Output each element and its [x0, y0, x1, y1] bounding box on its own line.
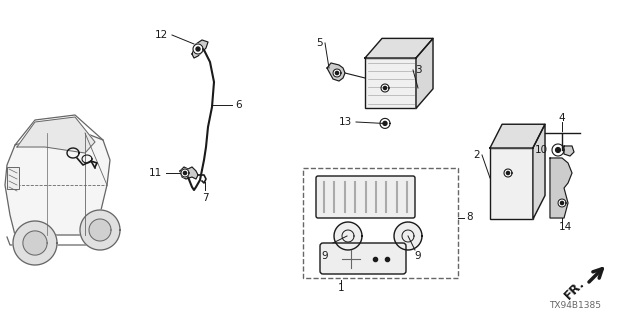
Polygon shape: [490, 124, 545, 148]
Text: FR.: FR.: [562, 276, 588, 302]
FancyBboxPatch shape: [320, 243, 406, 274]
Text: 7: 7: [202, 193, 208, 203]
Polygon shape: [335, 71, 339, 75]
Polygon shape: [192, 40, 208, 58]
Bar: [7, 167, 19, 189]
Polygon shape: [5, 133, 110, 235]
Polygon shape: [89, 219, 111, 241]
Polygon shape: [181, 169, 189, 177]
Polygon shape: [381, 84, 389, 92]
Polygon shape: [193, 44, 203, 54]
Polygon shape: [506, 172, 509, 175]
Polygon shape: [80, 210, 120, 250]
Polygon shape: [383, 121, 387, 125]
Text: 2: 2: [474, 150, 480, 160]
Text: 10: 10: [535, 145, 548, 155]
Bar: [490, 148, 533, 219]
Text: 9: 9: [415, 251, 421, 261]
Polygon shape: [17, 117, 95, 153]
Polygon shape: [23, 231, 47, 255]
Text: TX94B1385: TX94B1385: [549, 300, 601, 309]
Bar: [303, 168, 458, 278]
Polygon shape: [552, 144, 564, 156]
Polygon shape: [327, 63, 345, 81]
Polygon shape: [380, 118, 390, 128]
Polygon shape: [180, 167, 198, 179]
Polygon shape: [561, 201, 564, 204]
Polygon shape: [550, 158, 572, 218]
Text: 8: 8: [466, 212, 472, 222]
Polygon shape: [365, 38, 433, 58]
Text: 13: 13: [339, 117, 352, 127]
Polygon shape: [184, 172, 187, 175]
Polygon shape: [394, 222, 422, 250]
Polygon shape: [558, 199, 566, 207]
Text: 6: 6: [235, 100, 242, 110]
Bar: [365, 58, 416, 108]
Polygon shape: [334, 222, 362, 250]
Text: 3: 3: [415, 65, 422, 75]
Text: 4: 4: [559, 113, 565, 123]
Polygon shape: [416, 38, 433, 108]
Text: 9: 9: [322, 251, 328, 261]
Text: 14: 14: [558, 222, 572, 232]
FancyBboxPatch shape: [316, 176, 415, 218]
Text: 11: 11: [148, 168, 162, 178]
Polygon shape: [504, 169, 512, 177]
Polygon shape: [333, 69, 341, 77]
Polygon shape: [533, 124, 545, 219]
Polygon shape: [196, 47, 200, 51]
Text: 12: 12: [155, 30, 168, 40]
Polygon shape: [564, 146, 574, 156]
Polygon shape: [556, 148, 561, 152]
Text: 1: 1: [338, 283, 344, 293]
Text: 5: 5: [316, 38, 323, 48]
Polygon shape: [13, 221, 57, 265]
Polygon shape: [383, 86, 387, 90]
